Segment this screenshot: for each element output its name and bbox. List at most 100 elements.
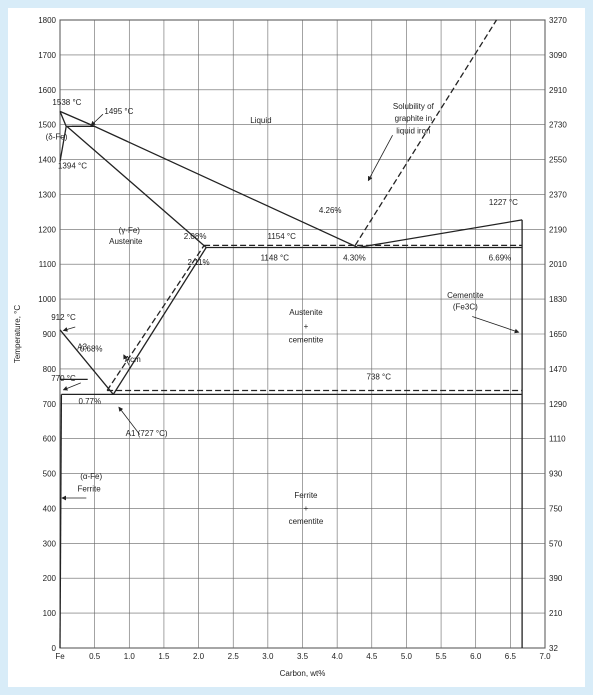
y-tick-label: 1400 (38, 156, 56, 165)
leader-arrow (123, 354, 130, 366)
x-tick-label: 6.5 (505, 652, 517, 661)
annotation-label: Cementite (447, 291, 484, 300)
y-tick-label: 1800 (38, 16, 56, 25)
annotation-label: 4.30% (343, 254, 366, 263)
y-right-tick-label: 390 (549, 574, 563, 583)
leader-arrow (62, 382, 81, 391)
y-right-tick-label: 2370 (549, 190, 567, 199)
annotation-label: 912 °C (51, 313, 76, 322)
y-tick-label: 800 (43, 365, 57, 374)
y-right-tick-label: 750 (549, 504, 563, 513)
annotation-label: Austenite (109, 237, 143, 246)
y-tick-label: 0 (52, 644, 57, 653)
y-axis-title: Temperature, °C (13, 305, 22, 364)
leader-arrow (62, 326, 76, 332)
y-tick-label: 100 (43, 609, 57, 618)
annotation-label: liquid iron (396, 126, 430, 135)
x-tick-label: 5.5 (436, 652, 448, 661)
annotation-label: (Fe3C) (453, 303, 478, 312)
x-tick-label: 3.5 (297, 652, 309, 661)
y-tick-label: 1500 (38, 121, 56, 130)
annotation-label: + (304, 504, 309, 513)
annotation-label: graphite in (395, 114, 432, 123)
x-tick-label: 6.0 (470, 652, 482, 661)
annotation-label: cementite (289, 336, 324, 345)
y-right-tick-label: 570 (549, 539, 563, 548)
x-tick-label: 1.5 (158, 652, 170, 661)
annotation-label: (γ-Fe) (119, 226, 141, 235)
annotation-label: A1 (727 °C) (126, 429, 168, 438)
x-tick-label: 3.0 (262, 652, 274, 661)
x-tick-label: 2.0 (193, 652, 205, 661)
y-tick-label: 1000 (38, 295, 56, 304)
annotation-label: Acm (125, 355, 141, 364)
annotation-label: 1394 °C (58, 161, 87, 170)
y-right-tick-label: 2730 (549, 121, 567, 130)
annotation-label: 738 °C (366, 372, 391, 381)
curves (59, 19, 523, 649)
annotation-label: 1148 °C (261, 254, 290, 263)
y-tick-label: 1700 (38, 51, 56, 60)
annotation-label: (α-Fe) (80, 472, 102, 481)
annotation-label: (δ-Fe) (46, 132, 68, 141)
annotation-label: 1154 °C (268, 232, 297, 241)
y-right-tick-label: 1290 (549, 400, 567, 409)
x-tick-label: Fe (55, 652, 65, 661)
y-tick-label: 400 (43, 504, 57, 513)
y-right-tick-label: 1470 (549, 365, 567, 374)
y-right-tick-label: 2010 (549, 260, 567, 269)
y-right-tick-label: 210 (549, 609, 563, 618)
annotation-label: 0.77% (78, 397, 101, 406)
grid (59, 19, 546, 649)
annotation-label: 6.69% (489, 254, 512, 263)
annotation-label: Ferrite (78, 485, 102, 494)
y-tick-label: 200 (43, 574, 57, 583)
x-tick-label: 4.5 (366, 652, 378, 661)
y-right-tick-label: 3090 (549, 51, 567, 60)
annotation-label: Liquid (250, 116, 271, 125)
annotations: 1538 °C 1495 °C (δ-Fe) 1394 °C Liquid Solubil… (46, 98, 519, 526)
annotation-label: 4.26% (319, 206, 342, 215)
x-tick-label: 0.5 (89, 652, 101, 661)
annotation-label: 1227 °C (489, 198, 518, 207)
phase-boundary-line (354, 19, 498, 246)
annotation-label: 770 °C (51, 374, 76, 383)
annotation-label: Solubility of (393, 102, 435, 111)
annotation-label: Austenite (289, 308, 323, 317)
phase-diagram-chart: Fe 0.5 1.0 1.5 2.0 2.5 3.0 3.5 4.0 4.5 5.0 5.5 6.0 6.… (13, 16, 567, 678)
phase-boundary-line (59, 111, 67, 127)
x-tick-label: 5.0 (401, 652, 413, 661)
phase-boundary-line (59, 394, 63, 649)
y-tick-label: 500 (43, 470, 57, 479)
y-right-tick-label: 1110 (549, 435, 566, 444)
y-right-tick-label: 3270 (549, 16, 567, 25)
y-right-tick-label: 930 (549, 470, 563, 479)
leader-arrow (367, 134, 393, 182)
y-right-tick-label: 2910 (549, 86, 567, 95)
y-right-tick-label: 32 (549, 644, 558, 653)
y-tick-label: 1100 (39, 260, 57, 269)
y-tick-label: 300 (43, 539, 57, 548)
x-tick-label: 7.0 (539, 652, 551, 661)
chart-frame: Fe 0.5 1.0 1.5 2.0 2.5 3.0 3.5 4.0 4.5 5.0 5.5 6.0 6.… (8, 8, 585, 687)
y-right-tick-label: 2190 (549, 225, 567, 234)
phase-boundary-line (59, 110, 523, 249)
y-tick-label: 1300 (38, 190, 56, 199)
annotation-label: + (304, 322, 309, 331)
annotation-label: 2.08% (184, 232, 207, 241)
phase-boundary-line (59, 329, 114, 395)
annotation-label: 1538 °C (52, 98, 81, 107)
annotation-label: 2.11% (188, 258, 210, 267)
y-tick-label: 600 (43, 435, 57, 444)
phase-boundary-line (112, 247, 207, 395)
annotation-label: 1495 °C (104, 107, 133, 116)
leader-arrows (61, 113, 520, 501)
annotation-label: A3 (77, 343, 87, 352)
y-tick-label: 1600 (38, 86, 56, 95)
phase-boundary-line (66, 125, 207, 248)
leader-arrow (472, 316, 520, 334)
x-tick-label: 1.0 (124, 652, 136, 661)
y-tick-label: 700 (43, 400, 57, 409)
tick-labels: Fe 0.5 1.0 1.5 2.0 2.5 3.0 3.5 4.0 4.5 5.0 5.5 6.0 6.… (38, 16, 567, 661)
leader-arrow (118, 406, 140, 435)
